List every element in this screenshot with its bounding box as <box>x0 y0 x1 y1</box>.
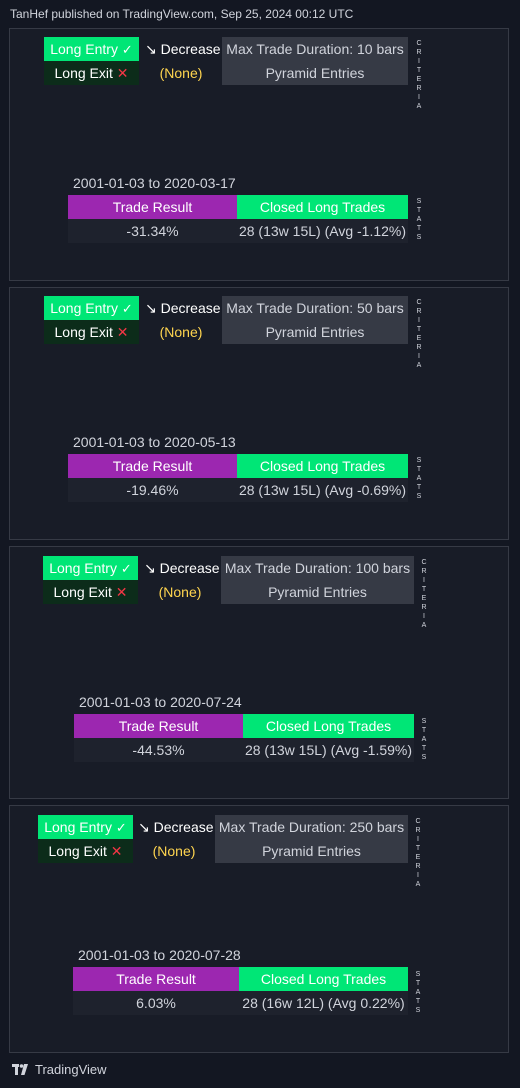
long-exit-label: Long Exit <box>54 65 113 81</box>
long-exit-cell: Long Exit ✕ <box>43 580 138 604</box>
closed-long-trades-header: Closed Long Trades <box>243 714 414 738</box>
date-range: 2001-01-03 to 2020-03-17 <box>73 175 236 191</box>
closed-long-trades-value: 28 (13w 15L) (Avg -1.59%) <box>243 738 414 762</box>
date-range: 2001-01-03 to 2020-05-13 <box>73 434 236 450</box>
long-entry-label: Long Entry <box>50 41 118 57</box>
closed-long-trades-header: Closed Long Trades <box>237 454 408 478</box>
strategy-panel: Long Entry ✓ Long Exit ✕ ↘ Decrease (Non… <box>9 287 509 540</box>
tradingview-logo-icon <box>12 1063 30 1076</box>
check-icon: ✓ <box>121 301 133 316</box>
long-entry-label: Long Entry <box>50 300 118 316</box>
criteria-max-duration: Max Trade Duration: 50 bars <box>222 296 408 320</box>
decrease-label: Decrease <box>153 819 214 835</box>
closed-long-trades-header: Closed Long Trades <box>239 967 408 991</box>
arrow-down-right-icon: ↘ <box>145 300 157 316</box>
criteria-max-duration: Max Trade Duration: 250 bars <box>215 815 408 839</box>
decrease-label: Decrease <box>160 41 221 57</box>
check-icon: ✓ <box>120 561 132 576</box>
criteria-pyramid: Pyramid Entries <box>222 320 408 344</box>
check-icon: ✓ <box>121 42 133 57</box>
arrow-down-right-icon: ↘ <box>145 41 157 57</box>
decrease-cell: ↘ Decrease <box>145 296 221 320</box>
long-entry-label: Long Entry <box>44 819 112 835</box>
date-range: 2001-01-03 to 2020-07-28 <box>78 947 241 963</box>
published-line: TanHef published on TradingView.com, Sep… <box>10 7 354 21</box>
cross-icon: ✕ <box>116 65 129 81</box>
long-entry-cell: Long Entry ✓ <box>44 37 139 61</box>
decrease-label: Decrease <box>159 560 220 576</box>
long-exit-cell: Long Exit ✕ <box>44 61 139 85</box>
long-entry-label: Long Entry <box>49 560 117 576</box>
trade-result-header: Trade Result <box>68 195 237 219</box>
criteria-max-duration: Max Trade Duration: 100 bars <box>221 556 414 580</box>
closed-long-trades-value: 28 (13w 15L) (Avg -0.69%) <box>237 478 408 502</box>
closed-long-trades-value: 28 (13w 15L) (Avg -1.12%) <box>237 219 408 243</box>
closed-long-trades-value: 28 (16w 12L) (Avg 0.22%) <box>239 991 408 1015</box>
decrease-cell: ↘ Decrease <box>144 556 220 580</box>
cross-icon: ✕ <box>116 324 129 340</box>
decrease-label: Decrease <box>160 300 221 316</box>
tradingview-brand: TradingView <box>35 1062 107 1077</box>
strategy-panel: Long Entry ✓ Long Exit ✕ ↘ Decrease (Non… <box>9 546 509 799</box>
none-cell: (None) <box>152 843 196 859</box>
trade-result-value: -31.34% <box>68 219 237 243</box>
trade-result-header: Trade Result <box>68 454 237 478</box>
long-exit-label: Long Exit <box>48 843 107 859</box>
arrow-down-right-icon: ↘ <box>144 560 156 576</box>
closed-long-trades-header: Closed Long Trades <box>237 195 408 219</box>
trade-result-header: Trade Result <box>74 714 243 738</box>
cross-icon: ✕ <box>110 843 123 859</box>
long-exit-label: Long Exit <box>54 324 113 340</box>
decrease-cell: ↘ Decrease <box>145 37 221 61</box>
tradingview-footer[interactable]: TradingView <box>12 1062 107 1077</box>
none-cell: (None) <box>158 584 202 600</box>
long-entry-cell: Long Entry ✓ <box>38 815 133 839</box>
criteria-pyramid: Pyramid Entries <box>222 61 408 85</box>
long-exit-label: Long Exit <box>53 584 112 600</box>
arrow-down-right-icon: ↘ <box>138 819 150 835</box>
decrease-cell: ↘ Decrease <box>138 815 214 839</box>
criteria-pyramid: Pyramid Entries <box>215 839 408 863</box>
trade-result-value: -19.46% <box>68 478 237 502</box>
criteria-pyramid: Pyramid Entries <box>221 580 414 604</box>
criteria-max-duration: Max Trade Duration: 10 bars <box>222 37 408 61</box>
check-icon: ✓ <box>115 820 127 835</box>
date-range: 2001-01-03 to 2020-07-24 <box>79 694 242 710</box>
long-entry-cell: Long Entry ✓ <box>44 296 139 320</box>
none-cell: (None) <box>159 324 203 340</box>
trade-result-header: Trade Result <box>73 967 239 991</box>
cross-icon: ✕ <box>115 584 128 600</box>
trade-result-value: 6.03% <box>73 991 239 1015</box>
none-cell: (None) <box>159 65 203 81</box>
strategy-panel: Long Entry ✓ Long Exit ✕ ↘ Decrease (Non… <box>9 805 509 1053</box>
long-exit-cell: Long Exit ✕ <box>44 320 139 344</box>
strategy-panel: Long Entry ✓ Long Exit ✕ ↘ Decrease (Non… <box>9 28 509 281</box>
long-exit-cell: Long Exit ✕ <box>38 839 133 863</box>
trade-result-value: -44.53% <box>74 738 243 762</box>
long-entry-cell: Long Entry ✓ <box>43 556 138 580</box>
